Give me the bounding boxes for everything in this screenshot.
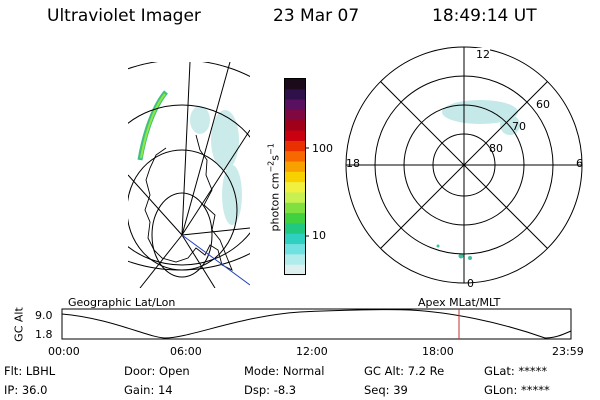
colorbar-band — [285, 89, 305, 101]
timeline-left-label: Geographic Lat/Lon — [68, 296, 176, 309]
timeline-right-label: Apex MLat/MLT — [418, 296, 501, 309]
timeline-tick-0600: 06:00 — [170, 345, 202, 358]
polar-label-right: 6 — [576, 157, 583, 170]
timeline-y-top: 9.0 — [35, 309, 53, 322]
colorbar-band — [285, 151, 305, 163]
instrument-title: Ultraviolet Imager — [47, 6, 201, 26]
colorbar-band — [285, 244, 305, 255]
colorbar-band — [285, 130, 305, 142]
polar-aurora — [442, 100, 520, 135]
polar-label-top: 12 — [476, 48, 490, 61]
altitude-curve — [61, 309, 572, 339]
colorbar-band — [285, 223, 305, 235]
colorbar-band — [285, 192, 305, 204]
colorbar-band — [285, 182, 305, 193]
status-dsp: Dsp: -8.3 — [244, 383, 297, 397]
ring-label-80: 80 — [489, 142, 503, 155]
colorbar-band — [285, 254, 305, 266]
status-door: Door: Open — [124, 364, 190, 378]
status-flt: Flt: LBHL — [4, 364, 56, 378]
timeline-y-bottom: 1.8 — [35, 328, 53, 341]
date-label: 23 Mar 07 — [273, 6, 360, 26]
colorbar-tick-100: 100 — [312, 142, 333, 155]
colorbar-band — [285, 99, 305, 111]
colorbar-band — [285, 109, 305, 121]
time-label: 18:49:14 UT — [432, 6, 537, 26]
colorbar-band — [285, 233, 305, 245]
aurora-speckle — [190, 106, 242, 225]
ring-label-60: 60 — [536, 98, 550, 111]
colorbar-band — [285, 79, 305, 90]
timeline-tick-2359: 23:59 — [552, 345, 584, 358]
colorbar-band — [285, 202, 305, 214]
polar-label-left: 18 — [346, 157, 360, 170]
polar-label-bottom: 0 — [467, 277, 474, 290]
status-ip: IP: 36.0 — [4, 383, 48, 397]
timeline-tick-0000: 00:00 — [48, 345, 80, 358]
status-mode: Mode: Normal — [244, 364, 325, 378]
timeline-tick-1200: 12:00 — [296, 345, 328, 358]
color-bar — [284, 78, 309, 276]
colorbar-band — [285, 120, 305, 132]
status-seq: Seq: 39 — [364, 383, 408, 397]
colorbar-tick-10: 10 — [312, 229, 326, 242]
status-glon: GLon: ***** — [484, 383, 550, 397]
colorbar-band — [285, 213, 305, 224]
colorbar-band — [285, 161, 305, 173]
timeline-tick-1800: 18:00 — [422, 345, 454, 358]
colorbar-band — [285, 140, 305, 152]
colorbar-band — [285, 171, 305, 183]
ring-label-70: 70 — [512, 120, 526, 133]
colorbar-band — [285, 264, 305, 276]
status-gain: Gain: 14 — [124, 383, 173, 397]
status-glat: GLat: ***** — [484, 364, 548, 378]
status-gc-alt: GC Alt: 7.2 Re — [364, 364, 445, 378]
coastline — [144, 134, 233, 271]
